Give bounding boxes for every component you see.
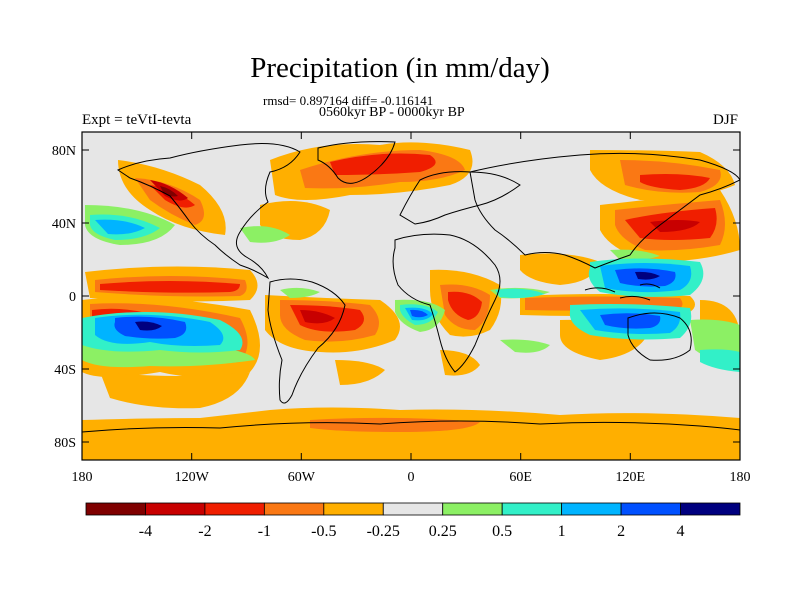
lat-tick-0: 0 bbox=[69, 290, 76, 305]
lon-tick-120w: 120W bbox=[175, 470, 210, 485]
south-america-outline bbox=[267, 278, 346, 404]
colorbar-swatch bbox=[382, 502, 444, 516]
antarctica-outline bbox=[82, 420, 740, 433]
lat-tick-marks bbox=[82, 149, 740, 443]
colorbar-swatch bbox=[442, 502, 503, 516]
colorbar-label: 2 bbox=[617, 523, 625, 540]
africa-outline bbox=[392, 233, 501, 373]
colorbar-label: -1 bbox=[258, 523, 271, 540]
colorbar-swatch bbox=[680, 502, 741, 516]
colorbar-label: -0.25 bbox=[367, 523, 400, 540]
greenland-outline bbox=[317, 141, 396, 184]
lat-tick-40n: 40N bbox=[52, 217, 76, 232]
north-america-outline bbox=[116, 143, 301, 280]
lon-tick-180w: 180 bbox=[72, 470, 93, 485]
colorbar-label: -4 bbox=[139, 523, 152, 540]
lon-tick-marks bbox=[81, 132, 741, 460]
lat-tick-80s: 80S bbox=[54, 436, 76, 451]
colorbar-labels: -4 -2 -1 -0.5 -0.25 0.25 0.5 1 2 4 bbox=[139, 523, 685, 540]
map-title: Precipitation (in mm/day) bbox=[250, 52, 550, 84]
colorbar-label: 0.5 bbox=[492, 523, 512, 540]
colorbar-label: 4 bbox=[677, 523, 685, 540]
colorbar-swatch bbox=[561, 502, 622, 516]
colorbar-swatch bbox=[323, 502, 384, 516]
europe-outline bbox=[399, 171, 521, 225]
experiment-label: Expt = teVtI-tevta bbox=[82, 112, 192, 128]
lon-tick-60w: 60W bbox=[288, 470, 316, 485]
precipitation-field bbox=[82, 132, 740, 460]
lon-tick-0: 0 bbox=[408, 470, 415, 485]
lon-tick-120e: 120E bbox=[616, 470, 646, 485]
asia-outline bbox=[469, 152, 740, 269]
maroon-region bbox=[160, 186, 178, 197]
colorbar-swatch bbox=[263, 502, 325, 516]
colorbar bbox=[85, 502, 741, 516]
stats-line: rmsd= 0.897164 diff= -0.116141 bbox=[263, 93, 434, 108]
lat-tick-80n: 80N bbox=[52, 144, 76, 159]
season-label: DJF bbox=[712, 112, 738, 128]
colorbar-swatch bbox=[85, 502, 146, 516]
colorbar-label: -2 bbox=[198, 523, 211, 540]
period-label: 0560kyr BP - 0000kyr BP bbox=[319, 105, 465, 120]
lat-tick-40s: 40S bbox=[54, 363, 76, 378]
colorbar-label: 1 bbox=[558, 523, 566, 540]
colorbar-swatch bbox=[620, 502, 681, 516]
navy-regions bbox=[135, 271, 660, 331]
lon-tick-180e: 180 bbox=[730, 470, 751, 485]
continent-outlines bbox=[82, 141, 740, 433]
australia-outline bbox=[627, 312, 692, 361]
colorbar-label: -0.5 bbox=[311, 523, 336, 540]
colorbar-label: 0.25 bbox=[429, 523, 457, 540]
indonesia-outline bbox=[584, 283, 661, 301]
lon-tick-60e: 60E bbox=[509, 470, 532, 485]
colorbar-swatch bbox=[204, 502, 265, 516]
colorbar-swatch bbox=[501, 502, 563, 516]
colorbar-swatch bbox=[145, 502, 206, 516]
